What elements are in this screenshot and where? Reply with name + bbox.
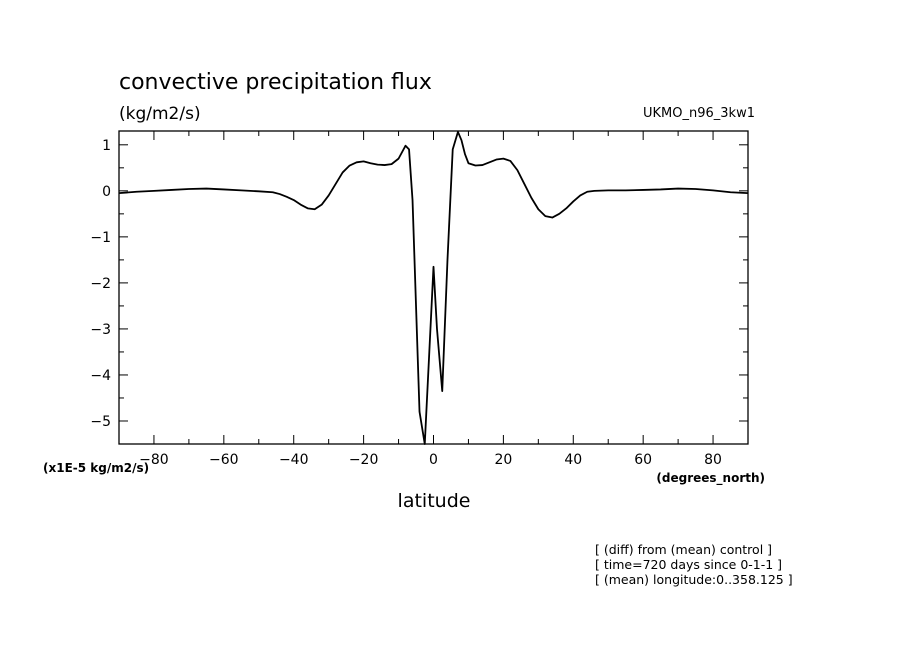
y-ticks: 1 0 −1 −2 −3 −4 −5 — [90, 138, 748, 445]
note-longitude: [ (mean) longitude:0..358.125 ] — [595, 572, 793, 587]
y-scale-label: (x1E-5 kg/m2/s) — [43, 461, 149, 475]
x-tick-label: 60 — [634, 452, 652, 468]
x-tick-label: 40 — [564, 452, 582, 468]
note-diff: [ (diff) from (mean) control ] — [595, 542, 772, 557]
x-tick-label: 80 — [704, 452, 722, 468]
units-label: (kg/m2/s) — [119, 104, 201, 124]
x-tick-label: −60 — [209, 452, 239, 468]
x-ticks: −80 −60 −40 −20 0 20 40 60 80 — [118, 131, 749, 468]
x-tick-label: −80 — [139, 452, 169, 468]
y-tick-label: 0 — [102, 184, 111, 200]
x-tick-label: 20 — [494, 452, 512, 468]
y-tick-label: 1 — [102, 138, 111, 154]
x-axis-label: latitude — [398, 490, 471, 512]
plot-frame — [118, 130, 749, 445]
chart-title: convective precipitation flux — [119, 70, 432, 95]
y-tick-label: −4 — [90, 368, 111, 384]
x-units-label: (degrees_north) — [656, 471, 765, 486]
y-tick-label: −5 — [90, 414, 111, 430]
x-tick-label: −40 — [279, 452, 309, 468]
y-tick-label: −3 — [90, 322, 111, 338]
x-tick-label: 0 — [429, 452, 438, 468]
y-tick-label: −2 — [90, 276, 111, 292]
model-label: UKMO_n96_3kw1 — [643, 106, 755, 121]
x-tick-label: −20 — [349, 452, 379, 468]
note-time: [ time=720 days since 0-1-1 ] — [595, 557, 782, 572]
y-tick-label: −1 — [90, 230, 111, 246]
series-line — [118, 131, 749, 445]
